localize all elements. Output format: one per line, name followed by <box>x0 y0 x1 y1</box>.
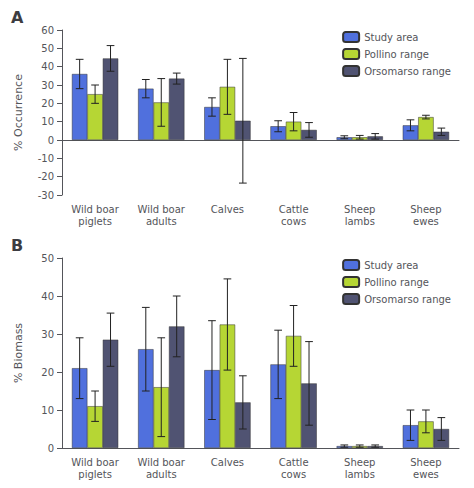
svg-text:Study area: Study area <box>364 260 418 271</box>
svg-text:50: 50 <box>41 43 54 54</box>
svg-text:10: 10 <box>41 405 54 416</box>
svg-text:A: A <box>11 8 24 27</box>
svg-text:Wild boar: Wild boar <box>138 457 186 468</box>
svg-text:30: 30 <box>41 80 54 91</box>
svg-text:Pollino range: Pollino range <box>364 49 429 60</box>
svg-text:adults: adults <box>146 216 177 227</box>
svg-text:cows: cows <box>281 216 306 227</box>
svg-text:% Biomass: % Biomass <box>12 323 25 383</box>
svg-text:40: 40 <box>41 61 54 72</box>
svg-text:adults: adults <box>146 469 177 480</box>
svg-text:Sheep: Sheep <box>344 457 375 468</box>
svg-text:-20: -20 <box>38 171 54 182</box>
svg-text:20: 20 <box>41 98 54 109</box>
svg-text:Calves: Calves <box>211 457 244 468</box>
svg-text:Orsomarso range: Orsomarso range <box>364 294 451 305</box>
svg-text:50: 50 <box>41 253 54 264</box>
svg-text:10: 10 <box>41 116 54 127</box>
svg-text:40: 40 <box>41 291 54 302</box>
svg-text:Sheep: Sheep <box>410 204 441 215</box>
svg-text:% Occurrence: % Occurrence <box>12 74 25 151</box>
svg-text:B: B <box>11 236 23 255</box>
svg-text:Wild boar: Wild boar <box>71 457 119 468</box>
svg-text:lambs: lambs <box>345 469 375 480</box>
svg-text:Cattle: Cattle <box>279 204 309 215</box>
svg-text:ewes: ewes <box>413 216 439 227</box>
svg-text:lambs: lambs <box>345 216 375 227</box>
svg-text:60: 60 <box>41 25 54 36</box>
svg-text:Sheep: Sheep <box>410 457 441 468</box>
svg-text:Cattle: Cattle <box>279 457 309 468</box>
svg-text:Wild boar: Wild boar <box>71 204 119 215</box>
svg-text:-30: -30 <box>38 190 54 201</box>
svg-text:piglets: piglets <box>78 216 112 227</box>
svg-text:Orsomarso range: Orsomarso range <box>364 66 451 77</box>
svg-text:0: 0 <box>48 443 54 454</box>
svg-text:20: 20 <box>41 367 54 378</box>
svg-text:Wild boar: Wild boar <box>138 204 186 215</box>
svg-text:30: 30 <box>41 329 54 340</box>
svg-text:Sheep: Sheep <box>344 204 375 215</box>
svg-text:piglets: piglets <box>78 469 112 480</box>
svg-text:Pollino range: Pollino range <box>364 277 429 288</box>
svg-text:Study area: Study area <box>364 32 418 43</box>
svg-text:-10: -10 <box>38 153 54 164</box>
svg-text:Calves: Calves <box>211 204 244 215</box>
svg-text:cows: cows <box>281 469 306 480</box>
svg-text:ewes: ewes <box>413 469 439 480</box>
svg-text:0: 0 <box>48 135 54 146</box>
